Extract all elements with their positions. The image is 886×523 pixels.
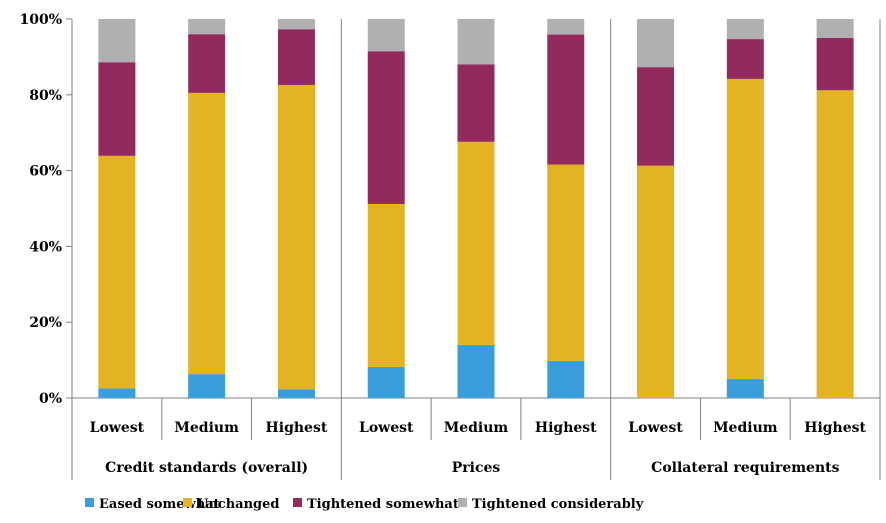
y-tick-label: 60% (29, 164, 62, 180)
y-tick-label: 80% (29, 88, 62, 104)
bar-segment-unchanged (816, 90, 854, 398)
bar-segment-tightened-considerably (277, 19, 315, 30)
bar-segment-tightened-somewhat (637, 67, 675, 166)
bar-segment-unchanged (726, 78, 764, 380)
labels-layer: 0% 20% 40% 60% 80% 100% Lowest Medium Highest Low… (19, 12, 866, 476)
x-category-label: Medium (174, 420, 239, 436)
bar-segment-tightened-considerably (816, 19, 854, 38)
bar-segment-tightened-somewhat (547, 34, 585, 165)
x-group-label: Credit standards (overall) (105, 460, 308, 476)
bar-segment-tightened-considerably (367, 19, 405, 52)
bar-segment-tightened-somewhat (457, 64, 495, 142)
bar-segment-tightened-considerably (547, 19, 585, 35)
bar-segment-tightened-considerably (188, 19, 226, 35)
bar-segment-tightened-somewhat (726, 39, 764, 79)
y-tick-label: 100% (19, 12, 62, 28)
bar-segment-tightened-considerably (98, 19, 136, 63)
bar-segment-unchanged (98, 155, 136, 389)
legend-swatch (458, 498, 467, 507)
x-category-label: Lowest (628, 420, 683, 436)
x-category-label: Lowest (359, 420, 414, 436)
bar-segment-tightened-somewhat (367, 51, 405, 204)
axes-layer (66, 18, 881, 480)
x-category-label: Lowest (90, 420, 145, 436)
bar-segment-eased-somewhat (726, 379, 764, 398)
legend-label: Tightened considerably (472, 497, 644, 512)
x-group-label: Prices (452, 460, 501, 476)
bar-segment-tightened-considerably (637, 19, 675, 68)
bar-segment-eased-somewhat (457, 344, 495, 398)
y-tick-label: 20% (29, 315, 62, 331)
bar-segment-tightened-somewhat (277, 29, 315, 85)
x-category-label: Medium (444, 420, 509, 436)
x-group-label: Collateral requirements (651, 460, 839, 476)
bar-segment-tightened-somewhat (98, 62, 136, 156)
legend-swatch (293, 498, 302, 507)
y-tick-label: 0% (39, 391, 62, 407)
y-tick-label: 40% (29, 239, 62, 255)
bar-segment-eased-somewhat (98, 388, 136, 398)
bar-segment-eased-somewhat (277, 389, 315, 398)
legend-label: Tightened somewhat (307, 497, 459, 512)
x-category-label: Highest (266, 420, 328, 436)
bar-segment-unchanged (277, 84, 315, 390)
bar-segment-unchanged (367, 203, 405, 367)
bars-layer (98, 19, 854, 398)
bar-segment-tightened-somewhat (816, 37, 854, 91)
bar-segment-unchanged (457, 141, 495, 345)
bar-segment-tightened-considerably (726, 19, 764, 40)
bar-segment-unchanged (188, 92, 226, 375)
legend-swatch (183, 498, 192, 507)
x-category-label: Highest (804, 420, 866, 436)
bar-segment-unchanged (547, 164, 585, 361)
bar-segment-eased-somewhat (367, 366, 405, 398)
bar-segment-unchanged (637, 165, 675, 398)
bar-segment-tightened-somewhat (188, 34, 226, 93)
legend-label: Unchanged (197, 497, 279, 512)
bar-segment-eased-somewhat (547, 360, 585, 398)
bar-segment-eased-somewhat (188, 374, 226, 398)
bar-segment-tightened-considerably (457, 19, 495, 65)
x-category-label: Highest (535, 420, 597, 436)
legend-swatch (85, 498, 94, 507)
x-category-label: Medium (713, 420, 778, 436)
